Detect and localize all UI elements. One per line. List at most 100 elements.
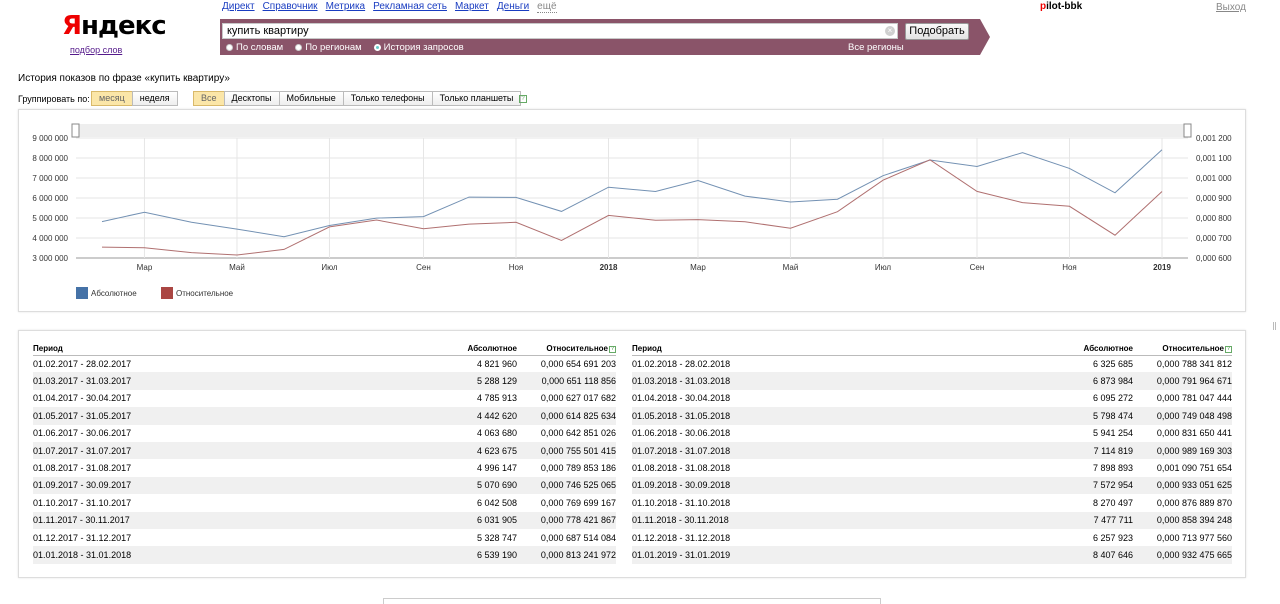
- help-icon[interactable]: ?: [519, 95, 527, 103]
- user-name[interactable]: pilot-bbk: [1040, 1, 1083, 12]
- help-icon[interactable]: ?: [609, 345, 616, 353]
- nav-metrika[interactable]: Метрика: [325, 1, 366, 12]
- clear-icon[interactable]: ×: [885, 26, 895, 36]
- x-tick-label: Ноя: [509, 263, 524, 272]
- history-table-left: Период Абсолютное Относительное? 01.02.2…: [33, 343, 616, 564]
- absolute-cell: 6 031 905: [373, 511, 517, 529]
- nav-help[interactable]: Справочник: [262, 1, 318, 12]
- regions-link[interactable]: Все регионы: [848, 42, 904, 53]
- x-tick-label: Мар: [690, 263, 706, 272]
- y-right-tick-label: 0,001 200: [1196, 134, 1232, 143]
- col-relative: Относительное?: [1133, 343, 1232, 356]
- scrollbar-grip-icon[interactable]: [1273, 322, 1276, 330]
- device-mobile-button[interactable]: Мобильные: [278, 91, 344, 106]
- table-row: 01.07.2018 - 31.07.2018 7 114 819 0,000 98…: [632, 441, 1232, 460]
- table-row: 01.02.2018 - 28.02.2018 6 325 685 0,000 78…: [632, 355, 1232, 372]
- relative-cell: 0,000 614 825 634: [517, 407, 616, 425]
- group-week-button[interactable]: неделя: [131, 91, 178, 106]
- absolute-cell: 6 539 190: [373, 546, 517, 564]
- y-left-tick-label: 6 000 000: [32, 194, 68, 203]
- table-row: 01.05.2018 - 31.05.2018 5 798 474 0,000 74…: [632, 407, 1232, 425]
- radio-dot-icon: [373, 44, 381, 51]
- period-cell: 01.06.2018 - 30.06.2018: [632, 428, 731, 439]
- y-right-tick-label: 0,000 600: [1196, 254, 1232, 263]
- nav-ad-network[interactable]: Рекламная сеть: [373, 1, 447, 12]
- period-cell: 01.07.2018 - 31.07.2018: [632, 441, 972, 460]
- device-desktop-button[interactable]: Десктопы: [223, 91, 280, 106]
- table-row: 01.09.2017 - 30.09.2017 5 070 690 0,000 74…: [33, 476, 616, 495]
- x-tick-label: Мар: [137, 263, 153, 272]
- table-row: 01.05.2017 - 31.05.2017 4 442 620 0,000 61…: [33, 407, 616, 425]
- col-period: Период: [632, 343, 972, 356]
- nav-market[interactable]: Маркет: [454, 1, 489, 12]
- relative-cell: 0,000 687 514 084: [540, 532, 616, 543]
- relative-cell: 0,000 654 691 203: [540, 358, 616, 369]
- search-input[interactable]: купить квартиру: [222, 23, 898, 39]
- radio-by-words[interactable]: По словам: [226, 42, 283, 53]
- chart-svg: 9 000 000 8 000 000 7 000 000 6 000 000 5 00…: [32, 123, 1232, 299]
- nav-direct[interactable]: Директ: [222, 1, 255, 12]
- zoom-handle-left[interactable]: [71, 123, 80, 138]
- relative-cell: 0,000 831 650 441: [1156, 428, 1232, 439]
- device-all-button[interactable]: Все: [193, 91, 225, 106]
- col-absolute: Абсолютное: [972, 343, 1133, 356]
- absolute-cell: 5 798 474: [972, 407, 1133, 425]
- relative-cell: 0,000 713 977 560: [1156, 532, 1232, 543]
- relative-cell: 0,001 090 751 654: [1156, 463, 1232, 474]
- period-cell: 01.10.2017 - 31.10.2017: [33, 497, 132, 508]
- absolute-cell: 7 114 819: [972, 441, 1133, 460]
- zoom-navigator[interactable]: [76, 124, 1188, 137]
- absolute-cell: 4 623 675: [373, 441, 517, 460]
- relative-cell: 0,000 789 853 186: [540, 463, 616, 474]
- col-absolute: Абсолютное: [373, 343, 517, 356]
- device-phones-button[interactable]: Только телефоны: [342, 91, 433, 106]
- history-chart: 9 000 000 8 000 000 7 000 000 6 000 000 5 00…: [18, 109, 1246, 312]
- relative-cell: 0,000 755 501 415: [517, 441, 616, 460]
- nav-more[interactable]: ещё: [537, 1, 557, 13]
- logout-link[interactable]: Выход: [1216, 2, 1246, 13]
- x-tick-label: Май: [783, 263, 799, 272]
- table-row: 01.12.2017 - 31.12.2017 5 328 747 0,000 68…: [33, 529, 616, 546]
- search-button[interactable]: Подобрать: [905, 23, 969, 40]
- device-tablets-button[interactable]: Только планшеты: [431, 91, 522, 106]
- table-row: 01.02.2017 - 28.02.2017 4 821 960 0,000 65…: [33, 355, 616, 372]
- absolute-cell: 7 477 711: [972, 511, 1133, 529]
- group-month-button[interactable]: месяц: [91, 91, 133, 106]
- absolute-cell: 6 257 923: [1092, 532, 1133, 543]
- nav-money[interactable]: Деньги: [496, 1, 530, 12]
- period-cell: 01.07.2017 - 31.07.2017: [33, 441, 373, 460]
- table-row: 01.09.2018 - 30.09.2018 7 572 954 0,000 93…: [632, 476, 1232, 495]
- absolute-cell: 6 325 685: [1092, 358, 1133, 369]
- radio-by-regions[interactable]: По регионам: [295, 42, 362, 53]
- x-tick-label: Сен: [416, 263, 431, 272]
- series-line-absolute: [101, 149, 1163, 238]
- help-icon[interactable]: ?: [1225, 345, 1232, 353]
- relative-cell: 0,000 746 525 065: [517, 476, 616, 495]
- history-table-right: Период Абсолютное Относительное? 01.02.2…: [632, 343, 1232, 564]
- x-tick-label: Июл: [875, 263, 892, 272]
- relative-cell: 0,000 642 851 026: [540, 428, 616, 439]
- top-nav: Директ Справочник Метрика Рекламная сеть…: [222, 1, 557, 13]
- period-cell: 01.11.2017 - 30.11.2017: [33, 511, 373, 529]
- x-tick-label: 2018: [600, 263, 618, 272]
- page-scrollbar[interactable]: [1270, 0, 1280, 604]
- relative-cell: 0,000 791 964 671: [1133, 372, 1232, 390]
- period-cell: 01.02.2018 - 28.02.2018: [632, 358, 731, 369]
- legend-swatch: [161, 287, 173, 299]
- absolute-cell: 5 288 129: [373, 372, 517, 390]
- table-row: 01.04.2017 - 30.04.2017 4 785 913 0,000 62…: [33, 390, 616, 407]
- absolute-cell: 4 785 913: [476, 393, 517, 404]
- absolute-cell: 8 270 497: [1092, 497, 1133, 508]
- table-row: 01.08.2018 - 31.08.2018 7 898 893 0,001 09…: [632, 459, 1232, 476]
- absolute-cell: 6 095 272: [1092, 393, 1133, 404]
- period-cell: 01.11.2018 - 30.11.2018: [632, 511, 972, 529]
- table-row: 01.03.2017 - 31.03.2017 5 288 129 0,000 65…: [33, 372, 616, 390]
- period-cell: 01.05.2018 - 31.05.2018: [632, 407, 972, 425]
- yandex-logo[interactable]: Яндекс подбор слов: [62, 12, 167, 55]
- x-tick-label: Июл: [321, 263, 338, 272]
- group-period-buttons: месяц неделя: [91, 91, 178, 106]
- wordstat-link[interactable]: подбор слов: [70, 45, 123, 55]
- zoom-handle-right[interactable]: [1183, 123, 1192, 138]
- radio-history[interactable]: История запросов: [373, 42, 464, 53]
- y-right-tick-label: 0,000 900: [1196, 194, 1232, 203]
